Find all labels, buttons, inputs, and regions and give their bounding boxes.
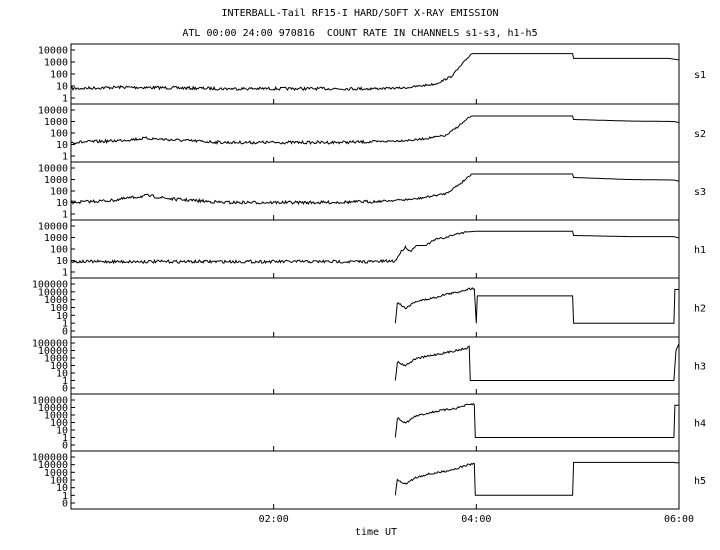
chart-subtitle: ATL 00:00 24:00 970816 COUNT RATE IN CHA… — [182, 28, 538, 39]
y-tick-label-h4: 10 — [56, 426, 68, 437]
panel-frame-h3 — [70, 336, 680, 395]
panel-frame-h2 — [70, 277, 680, 338]
panel-frame-h4 — [70, 393, 680, 452]
y-tick-label-h5: 100000 — [32, 453, 68, 464]
y-tick-label-s1: 10 — [56, 82, 68, 93]
y-tick-label-h1: 10 — [56, 256, 68, 267]
y-tick-label-h2: 100 — [50, 303, 68, 314]
y-tick-label-h2: 100000 — [32, 280, 68, 291]
y-tick-label-h5: 0 — [62, 499, 68, 510]
y-tick-label-h1: 1000 — [44, 233, 68, 244]
y-tick-label-h3: 100 — [50, 361, 68, 372]
series-line-s3 — [70, 173, 680, 206]
y-tick-label-h2: 1000 — [44, 295, 68, 306]
series-label-h1: h1 — [694, 245, 706, 256]
series-line-h5 — [394, 461, 679, 496]
y-tick-label-s2: 10000 — [38, 106, 68, 117]
series-line-h4 — [394, 402, 679, 438]
y-tick-label-s1: 1 — [62, 94, 68, 105]
series-label-h3: h3 — [694, 362, 706, 373]
y-tick-label-h4: 0 — [62, 441, 68, 452]
y-tick-label-s2: 1 — [62, 152, 68, 163]
y-tick-label-h1: 100 — [50, 245, 68, 256]
y-tick-label-h1: 10000 — [38, 222, 68, 233]
y-tick-label-h5: 1000 — [44, 468, 68, 479]
series-label-s1: s1 — [694, 70, 706, 81]
panel-frame-s2 — [70, 103, 680, 163]
y-tick-label-h1: 1 — [62, 268, 68, 279]
series-line-h3 — [394, 343, 680, 381]
y-tick-label-h3: 0 — [62, 384, 68, 395]
series-line-s2 — [70, 115, 680, 146]
x-tick-label: 06:00 — [664, 514, 694, 525]
y-tick-label-s1: 100 — [50, 70, 68, 81]
y-tick-label-h2: 10 — [56, 311, 68, 322]
x-tick-label: 02:00 — [259, 514, 289, 525]
y-tick-label-h4: 100000 — [32, 396, 68, 407]
y-tick-label-h2: 1 — [62, 319, 68, 330]
x-axis-label: time UT — [355, 527, 397, 538]
series-label-h5: h5 — [694, 476, 706, 487]
y-tick-label-h2: 10000 — [38, 287, 68, 298]
series-line-s1 — [70, 53, 680, 92]
series-label-s3: s3 — [694, 187, 706, 198]
y-tick-label-h2: 0 — [62, 327, 68, 338]
y-tick-label-h4: 1 — [62, 433, 68, 444]
x-tick-label: 04:00 — [461, 514, 491, 525]
panel-frame-h5 — [70, 450, 680, 510]
panel-frame-h1 — [70, 219, 680, 279]
series-line-h1 — [70, 230, 680, 265]
series-label-s2: s2 — [694, 129, 706, 140]
y-tick-label-h3: 1 — [62, 376, 68, 387]
y-tick-label-h3: 10000 — [38, 346, 68, 357]
y-tick-label-h3: 10 — [56, 369, 68, 380]
y-tick-label-s3: 10 — [56, 198, 68, 209]
y-tick-label-s2: 10 — [56, 140, 68, 151]
y-tick-label-h5: 10000 — [38, 460, 68, 471]
chart-title: INTERBALL-Tail RF15-I HARD/SOFT X-RAY EM… — [221, 8, 499, 19]
y-tick-label-s3: 1 — [62, 210, 68, 221]
y-tick-label-s1: 10000 — [38, 46, 68, 57]
y-tick-label-h3: 1000 — [44, 354, 68, 365]
panel-frame-s3 — [70, 161, 680, 221]
y-tick-label-s3: 1000 — [44, 175, 68, 186]
y-tick-label-s2: 100 — [50, 129, 68, 140]
y-tick-label-h3: 100000 — [32, 339, 68, 350]
y-tick-label-h5: 10 — [56, 483, 68, 494]
series-label-h4: h4 — [694, 419, 706, 430]
y-tick-label-s3: 100 — [50, 187, 68, 198]
y-tick-label-h4: 10000 — [38, 403, 68, 414]
y-tick-label-h5: 100 — [50, 476, 68, 487]
y-tick-label-h5: 1 — [62, 491, 68, 502]
panel-frame-s1 — [70, 43, 680, 105]
y-tick-label-s3: 10000 — [38, 164, 68, 175]
y-tick-label-h4: 1000 — [44, 411, 68, 422]
y-tick-label-h4: 100 — [50, 418, 68, 429]
y-tick-label-s1: 1000 — [44, 58, 68, 69]
series-line-h2 — [394, 287, 679, 324]
y-tick-label-s2: 1000 — [44, 117, 68, 128]
series-label-h2: h2 — [694, 304, 706, 315]
